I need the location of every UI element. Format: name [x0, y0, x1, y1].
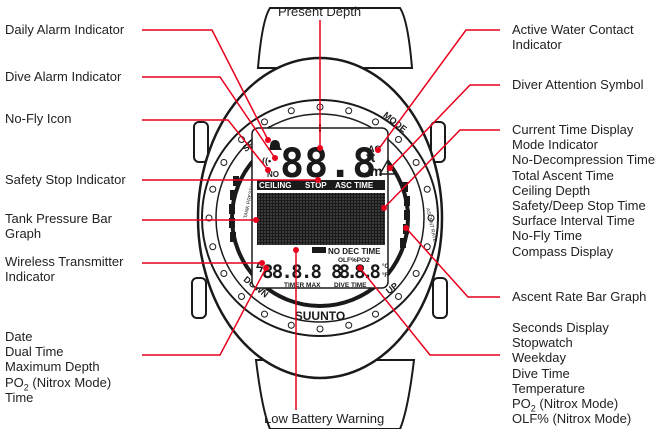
- list-item: Surface Interval Time: [512, 213, 635, 229]
- button-right-bottom[interactable]: [432, 277, 448, 319]
- list-item: Stopwatch: [512, 335, 573, 351]
- olf-po2-label: OLF%PO2: [338, 257, 370, 264]
- bezel-dot: [220, 270, 228, 277]
- unit-m: m: [370, 163, 382, 179]
- bezel-dot: [345, 321, 353, 329]
- bezel-dot: [261, 118, 268, 126]
- bezel-dot: [287, 321, 295, 329]
- bezel-dot: [238, 292, 246, 300]
- dive-alarm-label: Dive Alarm Indicator: [5, 69, 122, 84]
- tank-pressure-bars: [229, 176, 239, 242]
- right-bottom-list: Seconds Display Stopwatch Weekday Dive T…: [512, 320, 631, 426]
- bezel-dot: [209, 185, 217, 193]
- list-item: Total Ascent Time: [512, 167, 614, 183]
- bezel-dot: [220, 159, 228, 166]
- list-item: Time: [5, 389, 34, 405]
- bezel-dot: [261, 310, 268, 318]
- list-item: Compass Display: [512, 243, 614, 259]
- bezel-dot: [372, 118, 379, 126]
- wireless-label-1: Wireless Transmitter: [5, 254, 124, 269]
- dive-time-label: DIVE TIME: [334, 282, 367, 289]
- list-item: Seconds Display: [512, 320, 609, 335]
- low-battery-label: Low Battery Warning: [264, 411, 385, 426]
- list-item: No-Fly Time: [512, 228, 583, 244]
- dive-alarm-icon: ((•: [262, 156, 271, 166]
- svg-text:!: !: [386, 165, 389, 174]
- tank-pressure-label-1: Tank Pressure Bar: [5, 211, 112, 226]
- list-item: Weekday: [512, 350, 566, 366]
- list-item: No-Decompression Time: [512, 152, 656, 168]
- unit-ft: ft: [366, 149, 376, 165]
- ascent-rate-label: Ascent Rate Bar Graph: [512, 289, 647, 304]
- bezel-dot: [412, 159, 420, 166]
- list-item: PO2 (Nitrox Mode): [512, 395, 619, 414]
- list-item: Mode Indicator: [512, 137, 598, 153]
- ceiling-label: CEILING: [259, 181, 291, 190]
- wireless-icon: ϟ: [256, 259, 264, 275]
- unit-f: °F: [382, 273, 388, 279]
- dot-matrix-display: [257, 193, 385, 245]
- bezel-dot: [209, 243, 217, 251]
- bezel-dot: [287, 107, 295, 115]
- bezel-dot: [427, 214, 435, 222]
- button-left-top[interactable]: [193, 121, 209, 163]
- bezel-dot: [423, 243, 431, 251]
- bottom-right-digits: 88.8.8: [331, 261, 381, 283]
- battery-icon: [312, 247, 326, 253]
- active-water-label-1: Active Water Contact: [512, 22, 634, 37]
- bell-icon: [268, 140, 282, 150]
- list-item: OLF% (Nitrox Mode): [512, 411, 632, 427]
- stop-label: STOP: [305, 181, 327, 190]
- right-feature-list: Current Time Display Mode Indicator No-D…: [512, 122, 655, 259]
- bezel-dot: [372, 310, 379, 318]
- list-item: Dive Time: [512, 365, 570, 381]
- button-right-top[interactable]: [430, 121, 446, 163]
- list-item: Temperature: [512, 380, 585, 396]
- daily-alarm-label: Daily Alarm Indicator: [5, 22, 125, 37]
- list-item: Safety/Deep Stop Time: [512, 197, 646, 213]
- bezel-dot: [394, 292, 402, 300]
- diver-attention-label: Diver Attention Symbol: [512, 77, 644, 92]
- tank-pressure-label-2: Graph: [5, 226, 42, 241]
- list-item: PO2 (Nitrox Mode): [5, 374, 112, 393]
- list-item: Current Time Display: [512, 122, 634, 137]
- list-item: Dual Time: [5, 344, 64, 360]
- unit-c: °C: [382, 264, 389, 270]
- button-left-bottom[interactable]: [191, 277, 207, 319]
- present-depth-label: Present Depth: [278, 4, 362, 19]
- list-item: Ceiling Depth: [512, 182, 591, 198]
- bezel-dot: [345, 107, 353, 115]
- no-dec-time-label: NO DEC TIME: [328, 247, 381, 256]
- brand-logo: SUUNTO: [295, 309, 345, 323]
- bezel-dots: [205, 103, 435, 333]
- strap-top: [256, 7, 414, 69]
- list-item: Date: [5, 329, 33, 344]
- wireless-label-2: Indicator: [5, 269, 55, 284]
- bezel-dot: [316, 325, 324, 333]
- bezel-dot: [412, 270, 420, 277]
- bottom-left-digits: 88.8.8: [262, 261, 322, 283]
- indicator-strip: [257, 180, 385, 190]
- list-item: Maximum Depth: [5, 359, 100, 375]
- bezel-dot: [394, 136, 402, 144]
- ac-indicator: AC: [368, 144, 381, 154]
- active-water-label-2: Indicator: [512, 37, 562, 52]
- asc-time-label: ASC TIME: [335, 181, 374, 190]
- leader-dots: [253, 137, 409, 271]
- leader-lines: [142, 20, 500, 410]
- no-fly-text: NO: [267, 170, 279, 179]
- timer-max-label: TIMER MAX: [284, 282, 321, 289]
- left-bottom-list: Date Dual Time Maximum Depth PO2 (Nitrox…: [5, 329, 111, 405]
- bezel-dot: [423, 185, 431, 193]
- no-fly-label: No-Fly Icon: [5, 111, 72, 126]
- safety-stop-label: Safety Stop Indicator: [5, 172, 126, 187]
